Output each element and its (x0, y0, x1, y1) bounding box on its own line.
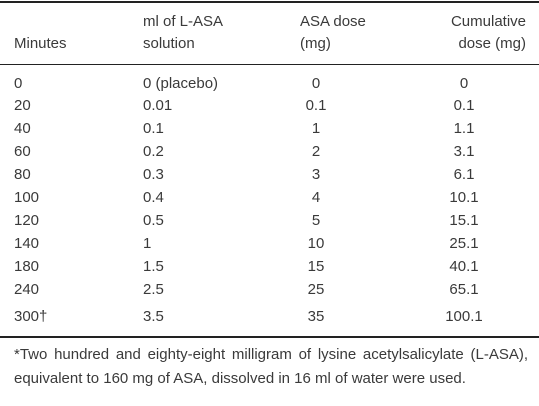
cell: 120 (14, 212, 40, 229)
cell: 60 (14, 143, 31, 160)
header-cell: Cumulative dose (mg) (450, 13, 526, 52)
cell: 0.1 (453, 97, 475, 114)
cell: 2.5 (143, 281, 164, 298)
cell: 1.5 (143, 258, 164, 275)
cell: 4 (311, 189, 321, 206)
top-rule (0, 1, 539, 3)
cell: 65.1 (449, 281, 479, 298)
cell: 0.01 (143, 97, 173, 114)
cell: 0 (459, 75, 469, 92)
cell: 40 (14, 120, 31, 137)
cell: 2 (311, 143, 321, 160)
bottom-rule (0, 336, 539, 338)
header-cell: ASA dose (mg) (300, 13, 366, 52)
cell: 40.1 (449, 258, 479, 275)
cell: 10 (307, 235, 325, 252)
cell: 240 (14, 281, 40, 298)
cell: 1.1 (453, 120, 475, 137)
cell: 140 (14, 235, 40, 252)
cell: 100 (14, 189, 40, 206)
cell: 3.1 (453, 143, 475, 160)
cell: 3.5 (143, 308, 164, 325)
header-cell: ml of L-ASA solution (143, 13, 223, 52)
cell: 0.5 (143, 212, 164, 229)
header-rule (0, 64, 539, 65)
cell: 80 (14, 166, 31, 183)
cell: 20 (14, 97, 31, 114)
cell: 1 (143, 235, 152, 252)
cell: 15 (307, 258, 325, 275)
cell: 1 (311, 120, 321, 137)
cell: 0 (311, 75, 321, 92)
cell: 0.1 (305, 97, 327, 114)
cell: 180 (14, 258, 40, 275)
cell: 0.3 (143, 166, 164, 183)
cell: 6.1 (453, 166, 475, 183)
cell: 0.4 (143, 189, 164, 206)
cell: 25 (307, 281, 325, 298)
cell: 3 (311, 166, 321, 183)
cell: 300† (14, 308, 48, 325)
cell: 35 (307, 308, 325, 325)
cell: 0.1 (143, 120, 164, 137)
cell: 0 (14, 75, 23, 92)
cell: 5 (311, 212, 321, 229)
cell: 10.1 (449, 189, 479, 206)
cell: 15.1 (449, 212, 479, 229)
cell: 25.1 (449, 235, 479, 252)
cell: 100.1 (445, 308, 483, 325)
footnote: *Two hundred and eighty-eight milligram … (14, 346, 528, 387)
cell: 0.2 (143, 143, 164, 160)
header-cell: Minutes (14, 35, 67, 52)
cell: 0 (placebo) (143, 75, 219, 92)
